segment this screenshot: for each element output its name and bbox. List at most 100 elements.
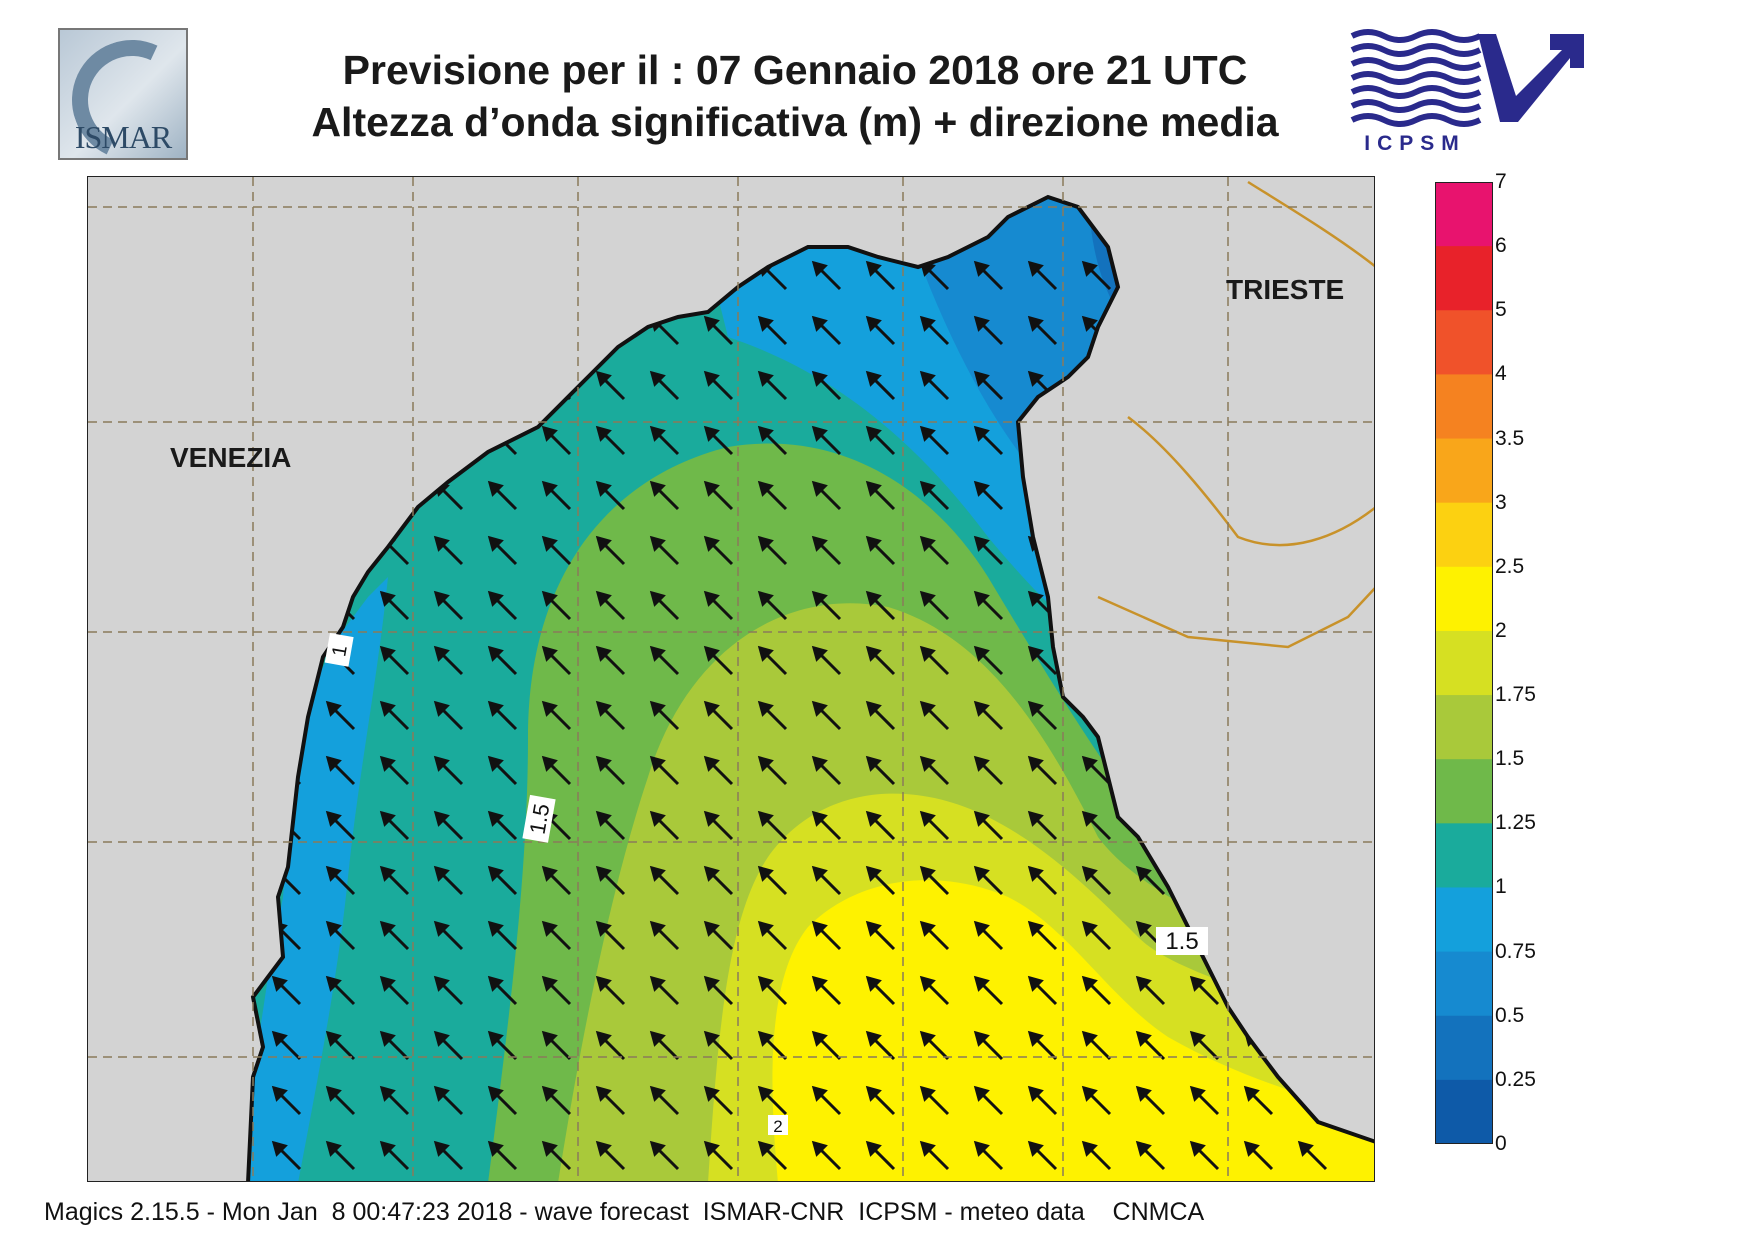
wave-arrow	[1027, 700, 1058, 731]
wave-arrow	[379, 1030, 410, 1061]
wave-arrow	[595, 865, 626, 896]
colorbar-segment	[1435, 374, 1493, 440]
wave-arrow	[271, 1085, 302, 1116]
wave-arrow	[487, 535, 518, 566]
wave-arrow	[811, 755, 842, 786]
wave-arrow	[1027, 1140, 1058, 1171]
wave-arrow	[271, 1140, 302, 1171]
wave-arrow	[487, 1030, 518, 1061]
wave-arrow	[433, 810, 464, 841]
wave-arrow	[757, 535, 788, 566]
wave-arrow	[487, 1085, 518, 1116]
wave-arrow	[973, 755, 1004, 786]
wave-arrow	[1027, 1085, 1058, 1116]
wave-arrow	[595, 1140, 626, 1171]
colorbar-tick-label: 3	[1495, 490, 1507, 514]
wave-arrow	[1135, 975, 1166, 1006]
wave-arrow	[1243, 1140, 1274, 1171]
contour-label-2: 2	[768, 1115, 788, 1136]
colorbar-segment	[1435, 630, 1493, 696]
wave-arrow	[1081, 1085, 1112, 1116]
wave-arrow	[541, 1030, 572, 1061]
wave-arrow	[919, 480, 950, 511]
wave-arrow	[811, 535, 842, 566]
wave-arrow	[703, 590, 734, 621]
wave-arrow	[487, 920, 518, 951]
wave-arrow	[973, 535, 1004, 566]
wave-arrow	[703, 370, 734, 401]
wave-arrow	[703, 810, 734, 841]
wave-arrow	[1081, 260, 1112, 291]
wave-arrow	[379, 590, 410, 621]
wave-arrow	[649, 1030, 680, 1061]
wave-arrow	[865, 480, 896, 511]
wave-arrow	[703, 1030, 734, 1061]
wave-arrow	[703, 1140, 734, 1171]
wave-arrow	[1081, 975, 1112, 1006]
wave-arrow	[487, 865, 518, 896]
wave-arrow	[973, 425, 1004, 456]
wave-arrow	[325, 810, 356, 841]
wave-arrow	[1081, 1140, 1112, 1171]
colorbar-tick-label: 7	[1495, 170, 1507, 193]
wave-arrow	[541, 1085, 572, 1116]
colorbar-tick-label: 0	[1495, 1132, 1507, 1155]
wave-arrow	[865, 755, 896, 786]
wave-arrow	[649, 865, 680, 896]
wave-arrow	[865, 260, 896, 291]
wave-arrow	[433, 535, 464, 566]
wave-arrow	[973, 370, 1004, 401]
wave-arrow	[541, 865, 572, 896]
wave-arrow	[865, 920, 896, 951]
wave-arrow	[433, 865, 464, 896]
wave-arrow	[541, 535, 572, 566]
wave-arrow	[973, 975, 1004, 1006]
wave-arrow	[865, 535, 896, 566]
wave-arrow	[487, 700, 518, 731]
colorbar-segment	[1435, 887, 1493, 953]
svg-text:1: 1	[328, 644, 352, 659]
colorbar-segment	[1435, 759, 1493, 824]
wave-arrow	[1027, 920, 1058, 951]
icpsm-logo-text: ICPSM	[1364, 132, 1466, 155]
wave-arrow	[595, 700, 626, 731]
wave-arrow	[379, 920, 410, 951]
wave-arrow	[595, 370, 626, 401]
wave-arrow	[973, 700, 1004, 731]
forecast-subtitle: Altezza d’onda significativa (m) + direz…	[311, 99, 1279, 145]
colorbar-tick-label: 1.5	[1495, 747, 1525, 771]
wave-arrow	[649, 590, 680, 621]
wave-arrow	[919, 865, 950, 896]
colorbar-segment	[1435, 310, 1493, 375]
wave-arrow	[811, 1140, 842, 1171]
contour-label-1-5-west: 1.5	[522, 794, 556, 843]
svg-text:1.5: 1.5	[1165, 928, 1198, 955]
colorbar-segment	[1435, 695, 1493, 760]
wave-arrow	[1027, 1030, 1058, 1061]
ismar-logo: ISMAR	[58, 28, 188, 160]
wave-arrow	[703, 425, 734, 456]
wave-arrow	[1135, 865, 1166, 896]
wave-arrow	[919, 700, 950, 731]
wave-arrow	[811, 810, 842, 841]
wave-arrow	[919, 755, 950, 786]
wave-arrow	[1243, 1085, 1274, 1116]
wave-arrow	[703, 975, 734, 1006]
wave-arrow	[703, 700, 734, 731]
wave-arrow	[973, 1140, 1004, 1171]
wave-arrow	[865, 1085, 896, 1116]
city-label-trieste: TRIESTE	[1226, 274, 1344, 305]
wave-arrow	[487, 1140, 518, 1171]
wave-arrow	[1027, 975, 1058, 1006]
wave-arrow	[973, 480, 1004, 511]
wave-arrow	[325, 975, 356, 1006]
map-canvas: VENEZIA TRIESTE 1 1.5 1.5 2	[88, 177, 1374, 1181]
wave-arrow	[649, 755, 680, 786]
wave-arrow	[919, 590, 950, 621]
wave-arrow	[433, 1085, 464, 1116]
wave-arrow	[811, 1030, 842, 1061]
wave-arrow	[649, 535, 680, 566]
colorbar-tick-label: 0.75	[1495, 939, 1536, 963]
wave-arrow	[1027, 810, 1058, 841]
wave-arrow	[595, 1030, 626, 1061]
